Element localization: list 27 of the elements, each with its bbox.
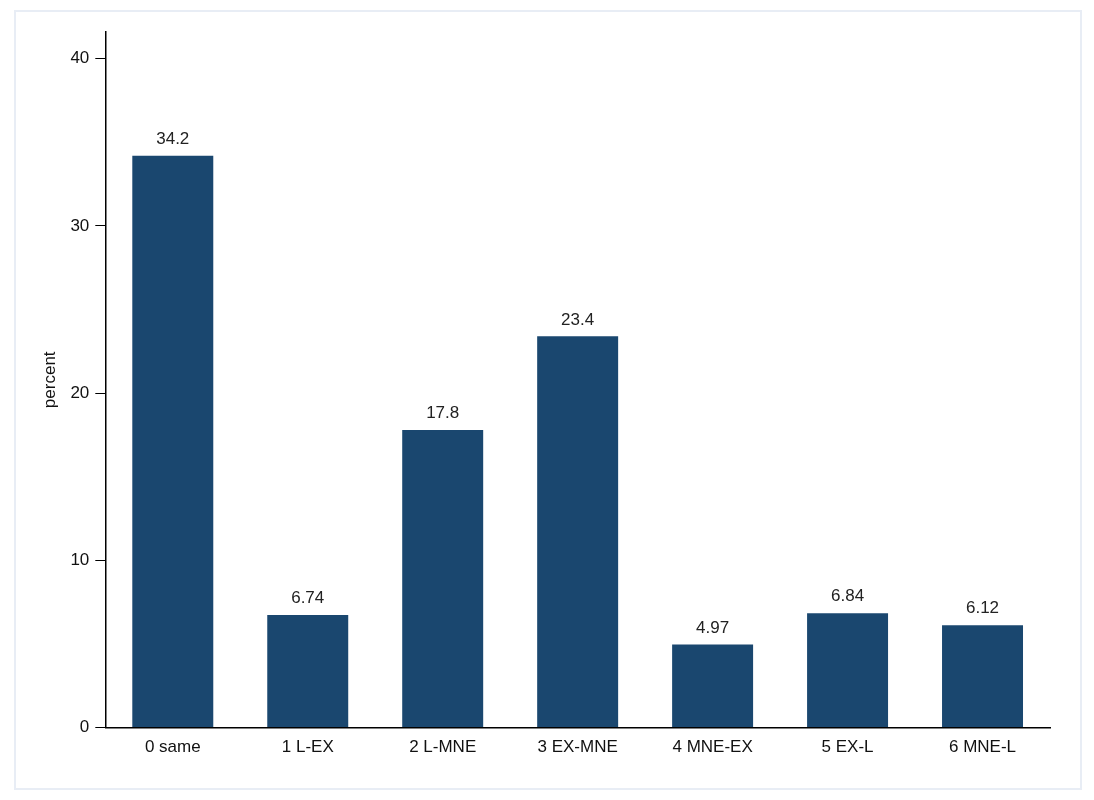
bar (132, 155, 214, 728)
data-label: 6.84 (831, 586, 865, 606)
data-label: 34.2 (156, 128, 190, 148)
data-label: 23.4 (561, 309, 595, 329)
x-tick-label: 5 EX-L (821, 737, 874, 757)
y-tick-label: 20 (70, 382, 90, 402)
y-tick-label: 40 (70, 48, 90, 68)
y-tick-label: 0 (79, 717, 90, 737)
bar (267, 614, 349, 728)
x-tick-label: 1 L-EX (281, 737, 334, 757)
x-tick-label: 6 MNE-L (948, 737, 1017, 757)
x-tick-label: 3 EX-MNE (537, 737, 618, 757)
bar (402, 429, 484, 728)
bar (672, 644, 754, 728)
x-tick-label: 2 L-MNE (409, 737, 477, 757)
y-tick-label: 10 (70, 550, 90, 570)
data-label: 6.74 (291, 588, 325, 608)
x-tick-label: 4 MNE-EX (672, 737, 753, 757)
data-label: 6.12 (965, 598, 1000, 618)
bar (807, 613, 889, 728)
bar (537, 336, 619, 728)
bar (942, 625, 1024, 728)
y-tick-label: 30 (70, 215, 90, 235)
x-tick-label: 0 same (144, 737, 201, 757)
y-axis-title: percent (39, 351, 59, 409)
data-label: 4.97 (696, 617, 730, 637)
data-label: 17.8 (426, 403, 460, 423)
